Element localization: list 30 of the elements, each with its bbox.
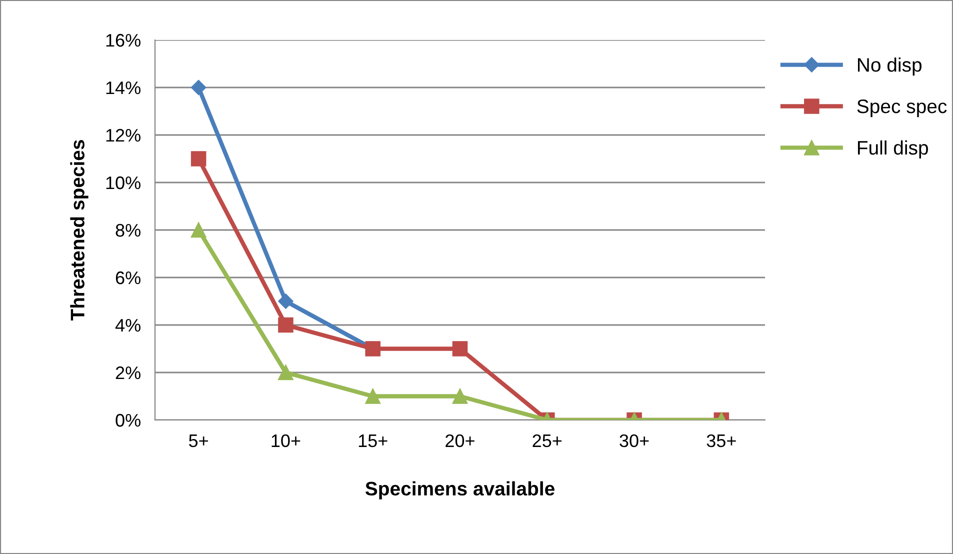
legend-label: No disp [858,58,922,76]
point [278,317,294,333]
x-tick-label: 35+ [706,434,736,448]
point [452,388,468,404]
y-tick-label: 0% [116,414,140,427]
y-axis-title: Threatened species [70,140,88,321]
x-tick-label: 5+ [189,434,208,448]
y-tick-label: 2% [116,366,140,380]
legend-label: Full disp [858,140,928,159]
y-tick-label: 10% [106,176,140,190]
y-tick-label: 16% [106,34,140,47]
x-axis-title: Specimens available [365,481,554,500]
x-tick-label: 20+ [446,434,474,448]
point [191,80,206,96]
y-tick-label: 14% [106,82,140,94]
point [278,364,294,380]
x-tick-label: 30+ [620,434,649,448]
point [452,341,468,356]
point [190,222,206,238]
x-tick-label: 25+ [532,434,562,448]
y-tick-label: 6% [116,271,140,284]
legend-label: Spec spec [857,99,947,118]
x-tick-label: 15+ [358,434,388,448]
point [278,294,294,309]
x-tick-label: 10+ [272,434,300,448]
point [365,388,380,404]
y-tick-label: 8% [116,224,140,237]
y-tick-label: 12% [106,128,140,142]
point [190,151,206,166]
y-tick-label: 4% [115,319,140,332]
